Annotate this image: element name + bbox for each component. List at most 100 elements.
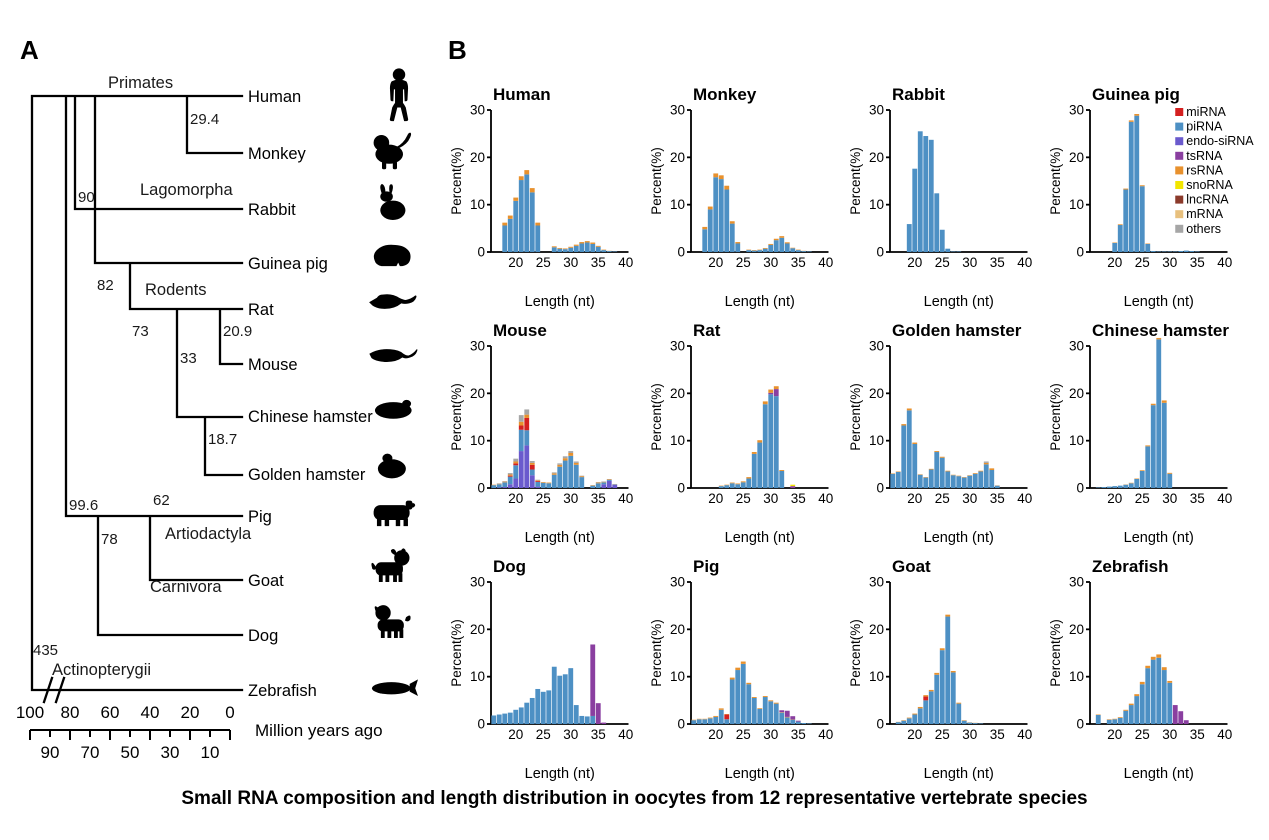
svg-text:90: 90 xyxy=(78,189,95,206)
svg-text:40: 40 xyxy=(818,727,833,742)
svg-text:Length (nt): Length (nt) xyxy=(1123,294,1193,310)
svg-text:30: 30 xyxy=(763,255,778,270)
svg-text:Dog: Dog xyxy=(493,557,526,576)
svg-text:25: 25 xyxy=(735,727,750,742)
svg-text:tsRNA: tsRNA xyxy=(1186,149,1223,163)
svg-text:Goat: Goat xyxy=(892,557,931,576)
svg-text:10: 10 xyxy=(201,743,220,762)
svg-text:Zebrafish: Zebrafish xyxy=(1092,557,1169,576)
svg-text:Artiodactyla: Artiodactyla xyxy=(165,525,252,543)
svg-text:Length (nt): Length (nt) xyxy=(1123,766,1193,782)
svg-text:30: 30 xyxy=(669,575,684,590)
svg-text:90: 90 xyxy=(41,743,60,762)
svg-text:Length (nt): Length (nt) xyxy=(924,530,994,546)
svg-text:30: 30 xyxy=(1162,491,1177,506)
svg-text:20: 20 xyxy=(1107,491,1122,506)
svg-text:30: 30 xyxy=(1162,255,1177,270)
svg-text:10: 10 xyxy=(669,433,684,448)
svg-text:20: 20 xyxy=(508,727,523,742)
svg-text:lncRNA: lncRNA xyxy=(1186,193,1229,207)
svg-text:endo-siRNA: endo-siRNA xyxy=(1186,134,1254,148)
svg-text:30: 30 xyxy=(669,103,684,118)
svg-text:25: 25 xyxy=(1134,491,1149,506)
svg-text:35: 35 xyxy=(790,727,805,742)
svg-text:0: 0 xyxy=(225,703,234,722)
svg-text:30: 30 xyxy=(962,255,977,270)
svg-text:435: 435 xyxy=(33,642,58,659)
svg-text:25: 25 xyxy=(1134,727,1149,742)
svg-text:30: 30 xyxy=(669,339,684,354)
svg-text:30: 30 xyxy=(470,339,485,354)
svg-text:18.7: 18.7 xyxy=(208,431,237,448)
svg-text:Chinese hamster: Chinese hamster xyxy=(248,408,373,426)
svg-text:Rodents: Rodents xyxy=(145,281,206,299)
svg-text:40: 40 xyxy=(618,727,633,742)
svg-text:20: 20 xyxy=(907,491,922,506)
svg-text:Percent(%): Percent(%) xyxy=(848,383,863,451)
svg-text:Goat: Goat xyxy=(248,572,284,590)
svg-text:20: 20 xyxy=(1068,150,1083,165)
svg-text:miRNA: miRNA xyxy=(1186,105,1226,119)
svg-text:Length (nt): Length (nt) xyxy=(924,294,994,310)
svg-text:20: 20 xyxy=(1107,727,1122,742)
svg-text:0: 0 xyxy=(677,481,685,496)
svg-text:20: 20 xyxy=(708,491,723,506)
svg-text:0: 0 xyxy=(677,245,685,260)
svg-text:30: 30 xyxy=(1068,339,1083,354)
svg-text:Percent(%): Percent(%) xyxy=(1048,619,1063,687)
svg-text:35: 35 xyxy=(1189,727,1204,742)
svg-text:30: 30 xyxy=(763,727,778,742)
svg-text:35: 35 xyxy=(591,727,606,742)
svg-text:0: 0 xyxy=(477,245,485,260)
svg-text:20: 20 xyxy=(1107,255,1122,270)
svg-text:Percent(%): Percent(%) xyxy=(1048,147,1063,215)
svg-text:mRNA: mRNA xyxy=(1186,207,1223,221)
svg-text:30: 30 xyxy=(563,255,578,270)
svg-text:Length (nt): Length (nt) xyxy=(525,530,595,546)
svg-text:Carnivora: Carnivora xyxy=(150,578,222,596)
svg-text:30: 30 xyxy=(470,575,485,590)
svg-text:Golden hamster: Golden hamster xyxy=(892,321,1022,340)
svg-text:30: 30 xyxy=(1162,727,1177,742)
svg-text:35: 35 xyxy=(990,255,1005,270)
svg-text:Percent(%): Percent(%) xyxy=(449,619,464,687)
svg-text:25: 25 xyxy=(536,491,551,506)
svg-text:Rat: Rat xyxy=(248,301,274,319)
svg-text:33: 33 xyxy=(180,350,197,367)
svg-text:10: 10 xyxy=(470,433,485,448)
svg-text:100: 100 xyxy=(16,703,44,722)
svg-text:30: 30 xyxy=(470,103,485,118)
svg-text:20: 20 xyxy=(181,703,200,722)
svg-text:20: 20 xyxy=(508,255,523,270)
svg-text:73: 73 xyxy=(132,323,149,340)
svg-text:25: 25 xyxy=(935,727,950,742)
svg-text:20: 20 xyxy=(708,255,723,270)
svg-text:20: 20 xyxy=(669,150,684,165)
svg-text:30: 30 xyxy=(763,491,778,506)
svg-text:Primates: Primates xyxy=(108,74,173,92)
svg-text:25: 25 xyxy=(935,491,950,506)
svg-text:10: 10 xyxy=(869,197,884,212)
svg-text:Percent(%): Percent(%) xyxy=(449,383,464,451)
svg-text:Length (nt): Length (nt) xyxy=(924,766,994,782)
svg-text:30: 30 xyxy=(869,339,884,354)
svg-text:29.4: 29.4 xyxy=(190,111,219,128)
svg-text:Golden hamster: Golden hamster xyxy=(248,466,366,484)
svg-text:25: 25 xyxy=(536,727,551,742)
svg-text:0: 0 xyxy=(477,717,485,732)
svg-text:Rat: Rat xyxy=(693,321,721,340)
svg-text:30: 30 xyxy=(962,727,977,742)
svg-text:Rabbit: Rabbit xyxy=(892,85,945,104)
svg-text:40: 40 xyxy=(1217,491,1232,506)
svg-text:60: 60 xyxy=(101,703,120,722)
svg-text:Length (nt): Length (nt) xyxy=(1123,530,1193,546)
svg-text:40: 40 xyxy=(818,491,833,506)
svg-text:0: 0 xyxy=(876,481,884,496)
svg-text:Percent(%): Percent(%) xyxy=(848,147,863,215)
svg-text:0: 0 xyxy=(477,481,485,496)
svg-text:35: 35 xyxy=(591,491,606,506)
svg-text:Pig: Pig xyxy=(248,508,272,526)
svg-text:30: 30 xyxy=(563,727,578,742)
svg-text:25: 25 xyxy=(536,255,551,270)
svg-text:70: 70 xyxy=(81,743,100,762)
